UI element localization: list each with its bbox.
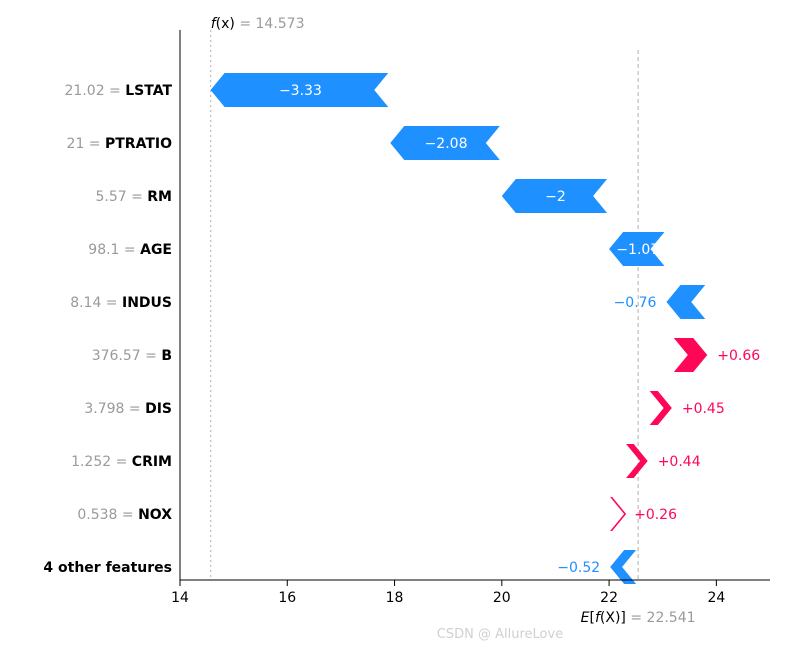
- shap-value-label: +0.26: [634, 507, 677, 523]
- shap-value-label: −1.07: [616, 242, 659, 258]
- x-tick-label: 18: [386, 590, 404, 606]
- feature-label: 21 = PTRATIO: [67, 136, 173, 152]
- x-tick-label: 16: [278, 590, 296, 606]
- shap-value-label: −0.76: [614, 295, 657, 311]
- shap-value-label: +0.45: [682, 401, 725, 417]
- feature-label: 1.252 = CRIM: [71, 454, 172, 470]
- shap-value-label: −2: [545, 189, 566, 205]
- shap-waterfall-chart: f(x) = 14.573 −3.33 21.02 = LSTAT −2.08 21 =…: [0, 0, 800, 650]
- feature-label: 0.538 = NOX: [77, 507, 172, 523]
- efx-annotation: E[f(X)] = 22.541: [581, 610, 696, 626]
- feature-label: 98.1 = AGE: [88, 242, 172, 258]
- x-tick-label: 20: [493, 590, 511, 606]
- shap-value-label: +0.44: [658, 454, 701, 470]
- feature-label: 4 other features: [43, 560, 172, 576]
- shap-value-label: +0.66: [717, 348, 760, 364]
- feature-label: 376.57 = B: [92, 348, 172, 364]
- feature-label: 21.02 = LSTAT: [65, 83, 173, 99]
- feature-label: 5.57 = RM: [95, 189, 172, 205]
- shap-value-label: −3.33: [279, 83, 322, 99]
- feature-label: 3.798 = DIS: [84, 401, 172, 417]
- fx-annotation: f(x) = 14.573: [211, 16, 305, 32]
- watermark-text: CSDN @ AllureLove: [437, 627, 563, 642]
- shap-value-label: −0.52: [557, 560, 600, 576]
- chart-svg: f(x) = 14.573 −3.33 21.02 = LSTAT −2.08 21 =…: [0, 0, 800, 650]
- x-tick-label: 22: [600, 590, 618, 606]
- x-tick-label: 24: [707, 590, 725, 606]
- shap-value-label: −2.08: [425, 136, 468, 152]
- x-tick-label: 14: [171, 590, 189, 606]
- feature-label: 8.14 = INDUS: [70, 295, 172, 311]
